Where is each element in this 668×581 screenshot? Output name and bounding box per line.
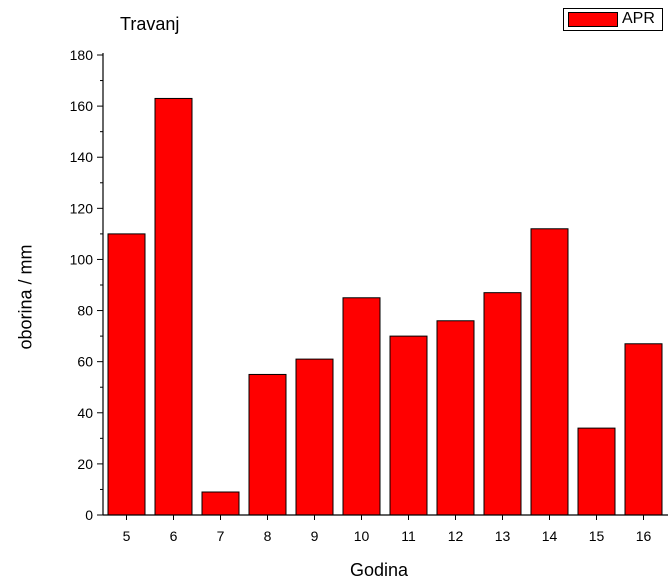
bar-10 <box>342 297 381 516</box>
x-tick-label-5: 5 <box>123 528 131 544</box>
bar-15 <box>577 427 616 516</box>
y-tick-label-80: 80 <box>77 303 93 319</box>
y-tick-label-180: 180 <box>70 47 94 63</box>
bar-9 <box>295 358 334 516</box>
x-tick-label-9: 9 <box>311 528 319 544</box>
bar-6 <box>154 97 193 516</box>
bar-7 <box>201 491 240 516</box>
y-tick-label-0: 0 <box>85 507 93 523</box>
x-tick-label-11: 11 <box>401 528 416 544</box>
y-tick-label-100: 100 <box>70 251 94 267</box>
x-tick-label-13: 13 <box>495 528 511 544</box>
bar-8 <box>248 373 287 516</box>
y-tick-label-20: 20 <box>77 456 93 472</box>
x-tick-label-7: 7 <box>217 528 225 544</box>
x-tick-label-10: 10 <box>354 528 370 544</box>
x-tick-label-8: 8 <box>264 528 272 544</box>
x-tick-label-14: 14 <box>542 528 558 544</box>
legend-label: APR <box>622 10 655 27</box>
y-tick-label-60: 60 <box>77 354 93 370</box>
y-tick-label-160: 160 <box>70 98 94 114</box>
bar-16 <box>624 343 663 516</box>
y-axis-label: oborina / mm <box>15 244 36 350</box>
x-tick-label-15: 15 <box>589 528 605 544</box>
y-tick-label-120: 120 <box>70 200 94 216</box>
bar-11 <box>389 335 428 516</box>
legend: APR <box>563 8 663 31</box>
x-tick-label-6: 6 <box>170 528 178 544</box>
bar-13 <box>483 292 522 516</box>
chart-title: Travanj <box>120 14 180 34</box>
x-axis-label: Godina <box>350 560 409 580</box>
legend-swatch <box>568 12 618 27</box>
y-tick-label-140: 140 <box>70 149 94 165</box>
bar-12 <box>436 320 475 516</box>
bar-5 <box>107 233 146 516</box>
y-tick-label-40: 40 <box>77 405 93 421</box>
x-tick-label-16: 16 <box>636 528 652 544</box>
bar-14 <box>530 228 569 516</box>
x-tick-label-12: 12 <box>448 528 464 544</box>
